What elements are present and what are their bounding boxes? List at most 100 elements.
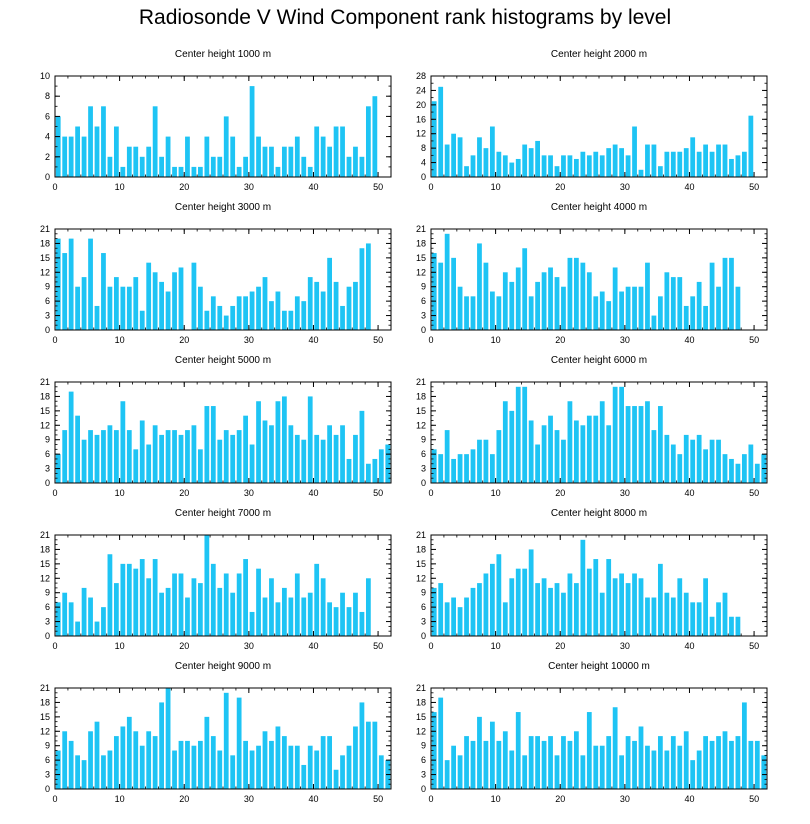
bar [346,458,352,483]
bar [586,712,592,789]
bar [586,272,592,330]
bar [365,578,371,636]
bar [703,144,708,177]
x-tick-label: 10 [115,335,125,345]
bar [528,549,534,636]
bar [586,155,592,177]
bar [172,166,177,177]
bar [139,156,145,177]
bar [567,155,573,177]
y-tick-label: 16 [416,114,426,124]
y-tick-label: 0 [421,478,426,488]
bar [709,262,715,330]
bar [619,755,624,789]
bar [651,430,657,483]
panel-title: Center height 5000 m [175,355,271,366]
x-tick-label: 0 [428,182,433,192]
y-tick-label: 0 [45,325,50,335]
bar [625,406,631,483]
bar [522,568,528,636]
bar [327,736,332,789]
bar [451,597,456,636]
y-tick-label: 12 [416,726,426,736]
bar [185,136,190,177]
x-tick-label: 0 [428,794,433,804]
bar [470,449,476,483]
bar [651,750,657,789]
bar [275,401,281,483]
bar [638,578,644,636]
bar [554,755,560,789]
bar [677,151,683,177]
x-tick-label: 30 [620,641,630,651]
bar [101,106,106,177]
bar [172,573,177,636]
x-tick-label: 10 [491,182,501,192]
bar [81,136,87,177]
y-tick-label: 6 [421,296,426,306]
bar [619,148,624,177]
bar [716,144,721,177]
bar [107,554,113,636]
bar [101,755,106,789]
panel-title: Center height 1000 m [175,49,271,60]
bar [703,736,708,789]
bar [651,315,657,330]
x-tick-label: 50 [373,182,383,192]
bar [573,158,579,177]
bar [657,736,663,789]
bar [159,434,164,483]
bar [612,267,618,330]
bar [690,602,696,636]
bar [554,430,560,483]
bar [528,296,534,330]
bar [269,578,274,636]
bar [340,305,345,330]
bar [210,736,216,789]
bar [204,716,210,789]
bar [120,401,126,483]
bar [741,151,747,177]
bar [294,434,300,483]
bar [528,148,534,177]
x-tick-label: 50 [373,488,383,498]
bar [567,573,573,636]
bar [101,607,106,636]
bar [223,116,229,177]
bar [120,286,126,330]
panel-4: Center height 4000 m 0 10 20 30 40 50 0 3 6 9 12 15 1… [416,202,768,345]
bar [612,578,618,636]
y-tick-label: 3 [421,770,426,780]
x-tick-label: 30 [244,488,254,498]
bar [703,305,708,330]
y-tick-label: 12 [40,573,50,583]
y-tick-label: 21 [40,683,50,693]
bar [606,148,612,177]
bar [365,721,371,789]
bar [729,616,734,636]
bar [385,444,391,483]
bar [580,151,586,177]
bar [457,755,463,789]
bar [236,697,242,789]
bar [431,712,437,789]
bar [573,257,579,330]
x-tick-label: 50 [373,641,383,651]
bar [275,726,281,789]
x-tick-label: 30 [620,182,630,192]
bar [580,262,586,330]
bar [301,597,307,636]
bar [483,573,489,636]
bar [249,86,255,177]
panel-title: Center height 9000 m [175,661,271,672]
x-tick-label: 50 [749,794,759,804]
bar [464,454,469,483]
bar [496,554,502,636]
bar [593,151,599,177]
bar [275,291,281,330]
bar [236,166,242,177]
bar [346,156,352,177]
bar [645,745,650,789]
y-tick-label: 21 [40,224,50,234]
